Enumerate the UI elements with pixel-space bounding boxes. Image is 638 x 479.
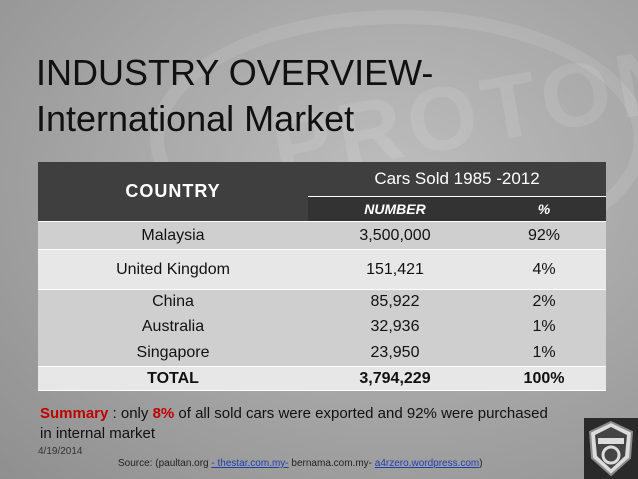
total-number: 3,794,229 (308, 366, 482, 391)
cell-country: Singapore (38, 339, 308, 367)
cell-country: China (38, 289, 308, 315)
cell-percent: 92% (482, 221, 607, 250)
summary-text-a: : only (108, 405, 153, 422)
cell-number: 32,936 (308, 314, 482, 340)
total-percent: 100% (482, 366, 607, 391)
total-label: TOTAL (38, 366, 308, 391)
proton-logo-icon (584, 418, 638, 479)
table-row: Australia 32,936 1% (38, 314, 607, 340)
summary-label: Summary (40, 405, 109, 422)
cell-percent: 1% (482, 314, 607, 340)
table-row: United Kingdom 151,421 4% (38, 249, 607, 290)
table-total-row: TOTAL 3,794,229 100% (38, 366, 607, 391)
cell-country: Australia (38, 314, 308, 340)
summary-text: Summary : only 8% of all sold cars were … (40, 404, 560, 444)
source-prefix: Source: (paultan.org (118, 458, 212, 469)
table-row: China 85,922 2% (38, 289, 607, 315)
cell-number: 151,421 (308, 249, 482, 290)
cars-sold-table: COUNTRY Cars Sold 1985 -2012 NUMBER % Ma… (38, 162, 607, 391)
cell-percent: 1% (482, 339, 607, 367)
header-country: COUNTRY (38, 162, 308, 222)
header-cars-sold: Cars Sold 1985 -2012 (308, 162, 607, 197)
cell-number: 23,950 (308, 339, 482, 367)
summary-highlight: 8% (152, 405, 175, 422)
cell-country: United Kingdom (38, 249, 308, 290)
cell-country: Malaysia (38, 221, 308, 250)
slide-title: INDUSTRY OVERVIEW-International Market (36, 52, 434, 139)
header-number: NUMBER (308, 196, 482, 222)
summary-text-b: of all sold cars were exported and 92% w… (40, 405, 548, 442)
source-link-wordpress[interactable]: a4rzero.wordpress.com (374, 458, 480, 469)
table-row: Singapore 23,950 1% (38, 339, 607, 367)
source-link-thestar[interactable]: - thestar.com.my- (211, 458, 289, 469)
cell-percent: 4% (482, 249, 607, 290)
source-suffix: ) (479, 458, 483, 469)
cell-number: 85,922 (308, 289, 482, 315)
slide-date: 4/19/2014 (38, 446, 83, 457)
source-line: Source: (paultan.org - thestar.com.my- b… (118, 458, 483, 469)
cell-percent: 2% (482, 289, 607, 315)
source-mid: bernama.com.my- (288, 458, 375, 469)
table-row: Malaysia 3,500,000 92% (38, 221, 607, 250)
header-percent: % (482, 196, 607, 222)
cell-number: 3,500,000 (308, 221, 482, 250)
